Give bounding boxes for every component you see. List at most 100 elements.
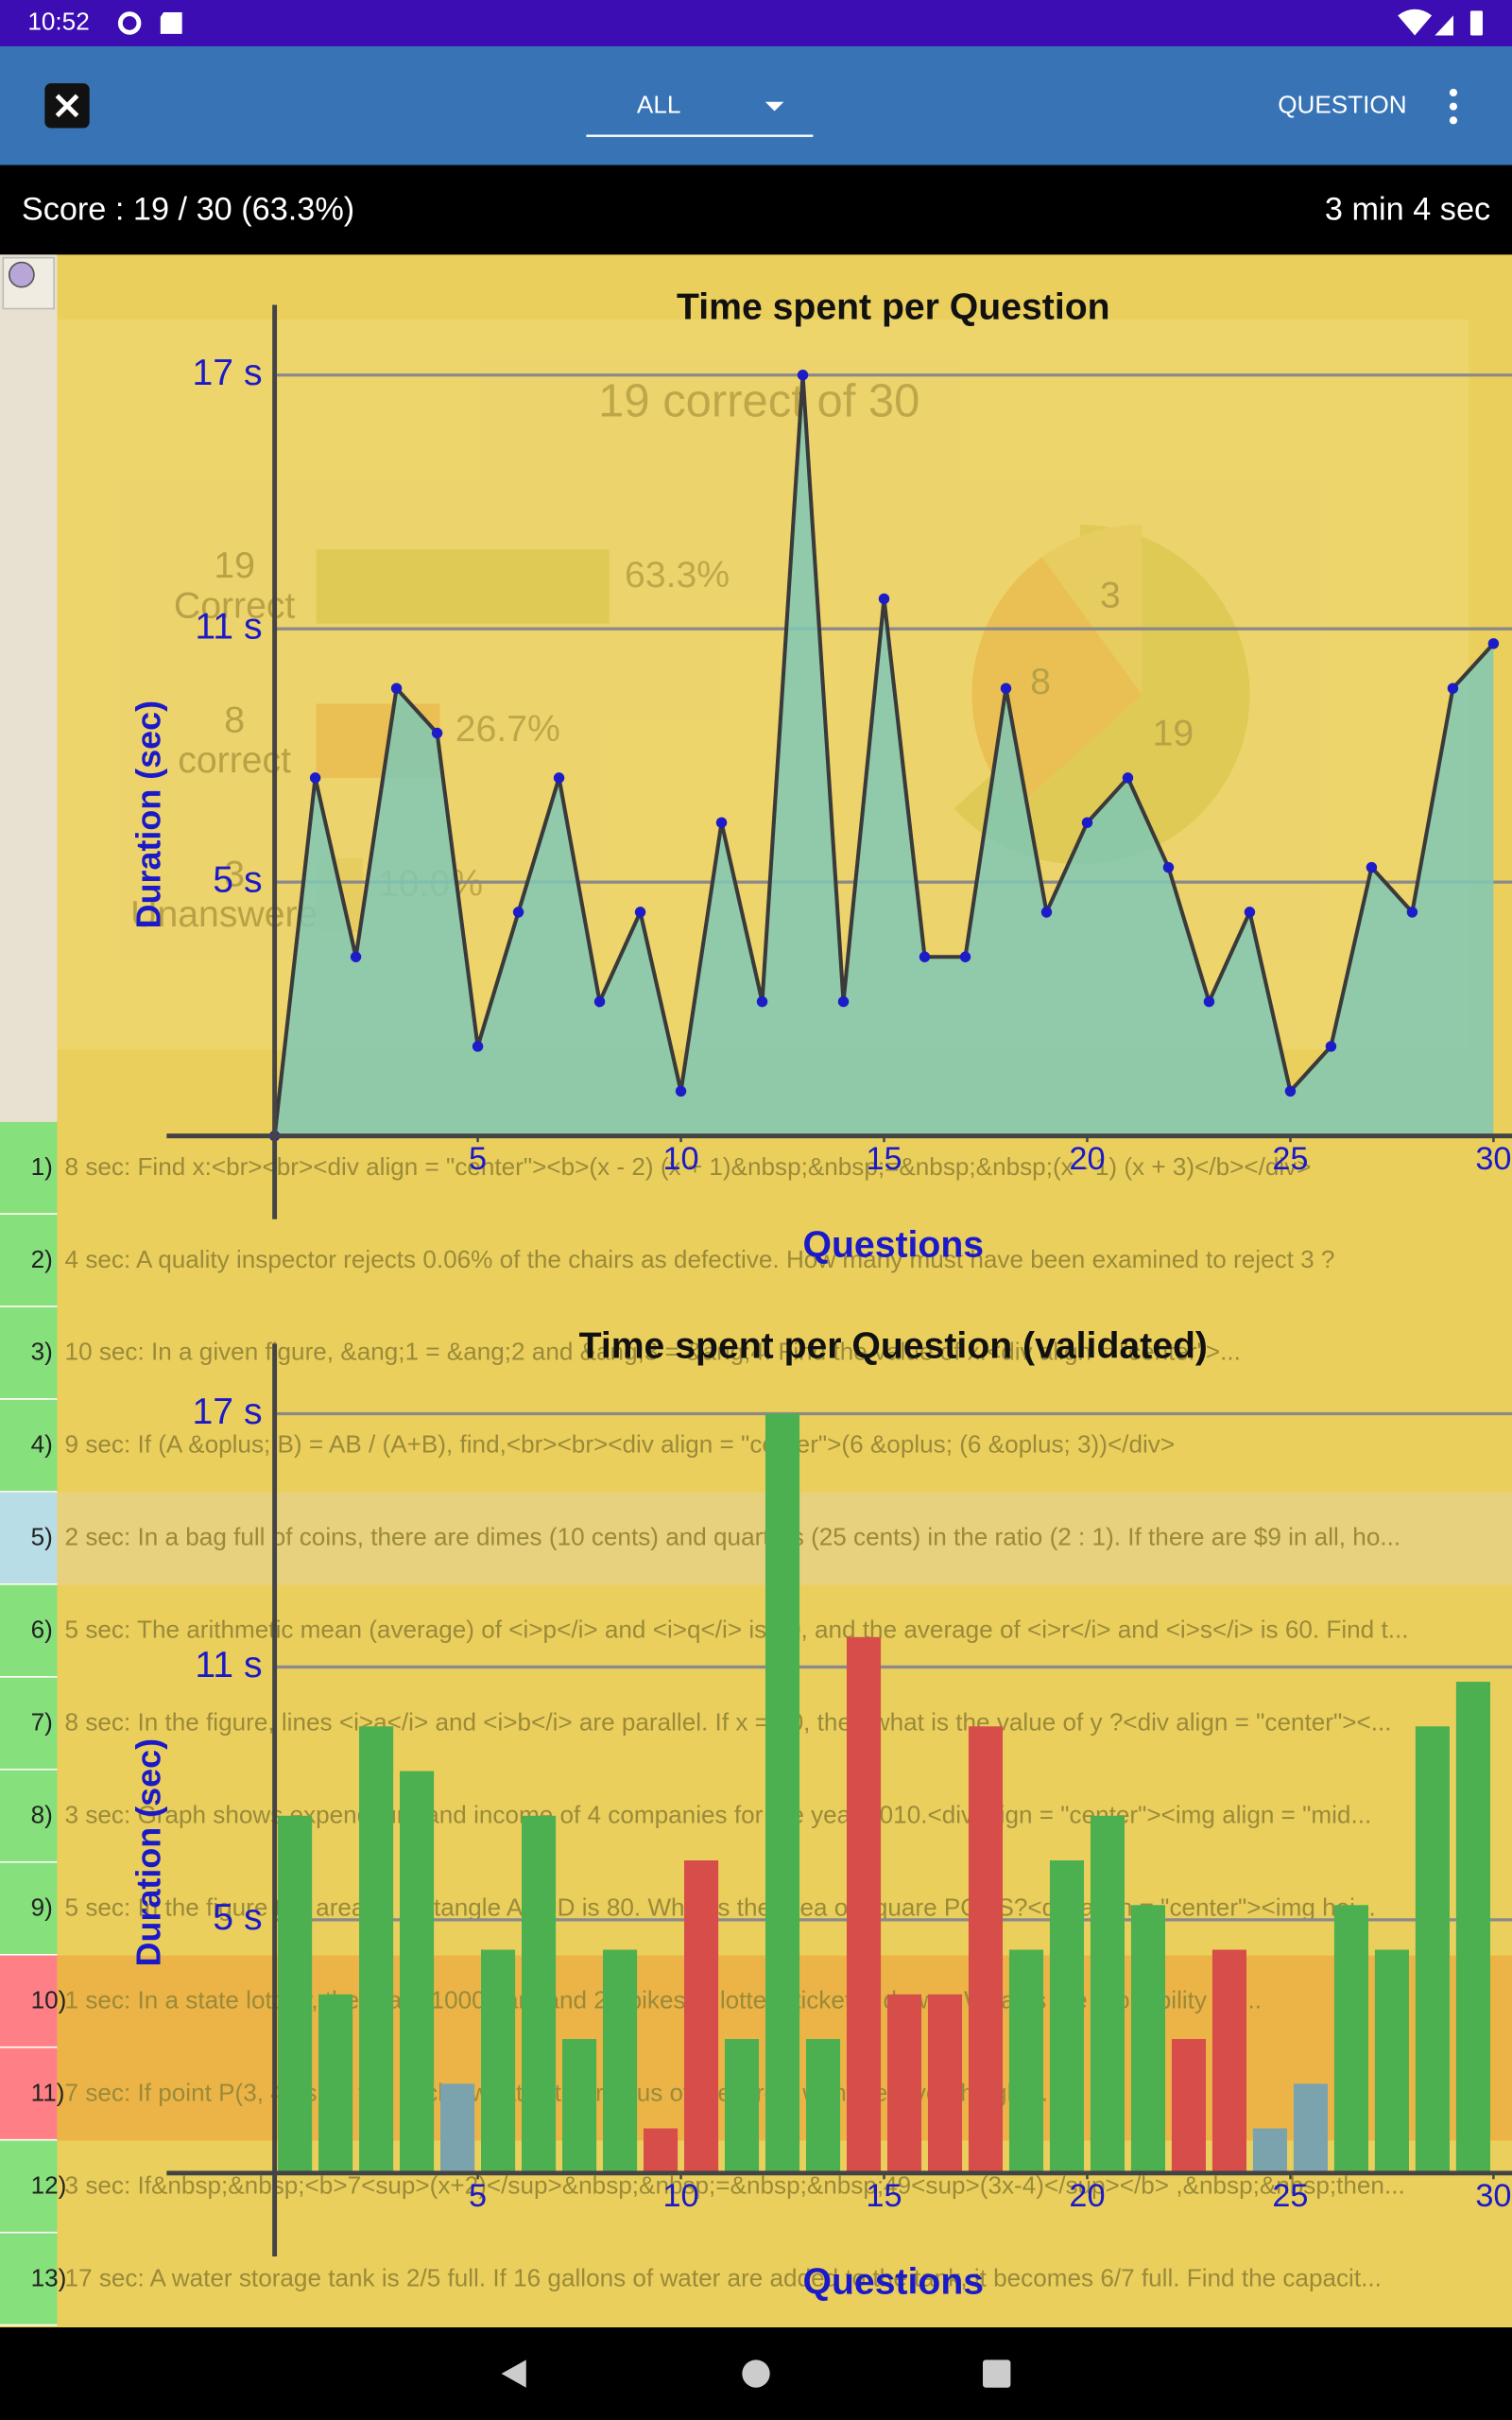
point-marker <box>1244 907 1256 918</box>
x-tick-label: 30 <box>1475 2178 1511 2214</box>
point-marker <box>797 370 809 381</box>
filter-dropdown[interactable]: ALL <box>637 91 680 119</box>
elapsed-time: 3 min 4 sec <box>1325 192 1490 228</box>
bar <box>1049 1860 1085 2173</box>
sd-icon <box>160 12 182 34</box>
overflow-menu[interactable] <box>1449 88 1458 125</box>
x-tick-label: 5 <box>469 2178 487 2214</box>
overlay-title: 19 correct of 30 <box>598 376 919 427</box>
overlay-pie-label: 3 <box>1100 576 1121 616</box>
y-tick-label: 5 s <box>213 860 262 901</box>
x-tick-label: 30 <box>1475 1141 1511 1177</box>
question-button[interactable]: QUESTION <box>1278 91 1406 119</box>
row-status-cell <box>0 1770 58 1861</box>
bar <box>1415 1726 1450 2173</box>
row-number: 10) <box>31 1985 67 2014</box>
dropdown-arrow <box>765 101 784 112</box>
x-tick-label: 20 <box>1069 1141 1105 1177</box>
point-marker <box>756 995 768 1008</box>
row-status-cell <box>0 2048 58 2139</box>
status-bar <box>0 0 1512 46</box>
home-button[interactable] <box>742 2360 770 2388</box>
point-marker <box>553 772 565 784</box>
chart-icon-arrow <box>8 261 35 288</box>
row-status-cell <box>0 1677 58 1770</box>
row-text: 10 sec: In a given figure, &ang;1 = &ang… <box>65 1338 1241 1366</box>
x-axis-label: Questions <box>803 2262 985 2303</box>
x-tick-label: 10 <box>662 2178 698 2214</box>
y-tick-label: 11 s <box>195 607 262 648</box>
bar <box>1333 1905 1368 2173</box>
row-number: 11) <box>31 2078 65 2106</box>
point-marker <box>309 772 321 784</box>
point-marker <box>1487 638 1500 649</box>
row-status-cell <box>0 1955 58 2047</box>
point-marker <box>1122 772 1134 784</box>
x-tick-label: 10 <box>662 1141 698 1177</box>
row-status-cell <box>0 1306 58 1399</box>
x-axis-label: Questions <box>803 1225 985 1266</box>
row-status-cell <box>0 1584 58 1677</box>
bar <box>1008 1949 1044 2173</box>
point-marker <box>675 1085 687 1097</box>
row-number: 5) <box>31 1523 53 1551</box>
overlay-pie-label: 8 <box>1030 662 1051 702</box>
row-text: 5 sec: The arithmetic mean (average) of … <box>65 1616 1409 1644</box>
overlay-percent: 26.7% <box>455 709 560 750</box>
bar <box>765 1413 800 2173</box>
bar <box>400 1771 435 2173</box>
bar <box>1374 1949 1409 2173</box>
bar <box>278 1815 313 2173</box>
bar <box>846 1636 882 2173</box>
row-text: 17 sec: A water storage tank is 2/5 full… <box>65 2263 1382 2291</box>
point-marker <box>1162 861 1175 873</box>
score-text: Score : 19 / 30 (63.3%) <box>22 192 354 228</box>
row-number: 4) <box>31 1430 53 1459</box>
point-marker <box>837 995 850 1008</box>
row-number: 6) <box>31 1616 53 1644</box>
row-number: 1) <box>31 1152 53 1181</box>
row-text: 7 sec: If point P(3, 4) is on the circle… <box>65 2078 1049 2106</box>
point-marker <box>1366 861 1378 873</box>
point-marker <box>715 817 728 828</box>
bar <box>318 1994 353 2173</box>
row-number: 2) <box>31 1245 53 1273</box>
row-status-cell <box>0 2140 58 2232</box>
back-button[interactable] <box>501 2360 526 2388</box>
bar <box>1171 2039 1207 2173</box>
bar <box>1252 2128 1288 2173</box>
chart-title: Time spent per Question (validated) <box>579 1326 1208 1367</box>
row-number: 9) <box>31 1893 53 1921</box>
row-status-cell <box>0 2233 58 2325</box>
overlay-bar <box>316 549 610 624</box>
point-marker <box>919 951 931 962</box>
bar <box>1090 1815 1125 2173</box>
point-marker <box>390 683 403 694</box>
charts: 5 s 11 s 17 s 5 10 15 20 25 30 Time spent per Que… <box>129 287 1512 2303</box>
recents-button[interactable] <box>983 2360 1011 2388</box>
row-number: 3) <box>31 1338 53 1366</box>
point-marker <box>350 951 362 962</box>
point-marker <box>1325 1041 1337 1052</box>
point-marker <box>512 907 524 918</box>
overlay-count: 19 <box>214 545 255 586</box>
overlay-panel <box>57 319 1469 1050</box>
y-tick-label: 5 s <box>213 1897 262 1938</box>
bar <box>481 1949 516 2173</box>
point-marker <box>1040 907 1053 918</box>
row-number: 12) <box>31 2170 67 2199</box>
area-fill <box>274 374 1494 1136</box>
row-status-cell <box>0 1121 58 1214</box>
bar <box>1293 2083 1328 2173</box>
row-number: 8) <box>31 1801 53 1829</box>
x-tick-label: 20 <box>1069 2178 1105 2214</box>
point-marker <box>959 951 971 962</box>
row-text: 8 sec: In the figure, lines <i>a</i> and… <box>65 1708 1392 1737</box>
x-tick-label: 25 <box>1272 2178 1308 2214</box>
row-number: 7) <box>31 1708 53 1737</box>
row-text: 2 sec: In a bag full of coins, there are… <box>65 1523 1401 1551</box>
bar <box>1455 1682 1490 2173</box>
row-status-cell <box>0 1862 58 1954</box>
wifi-icon <box>1398 9 1433 36</box>
